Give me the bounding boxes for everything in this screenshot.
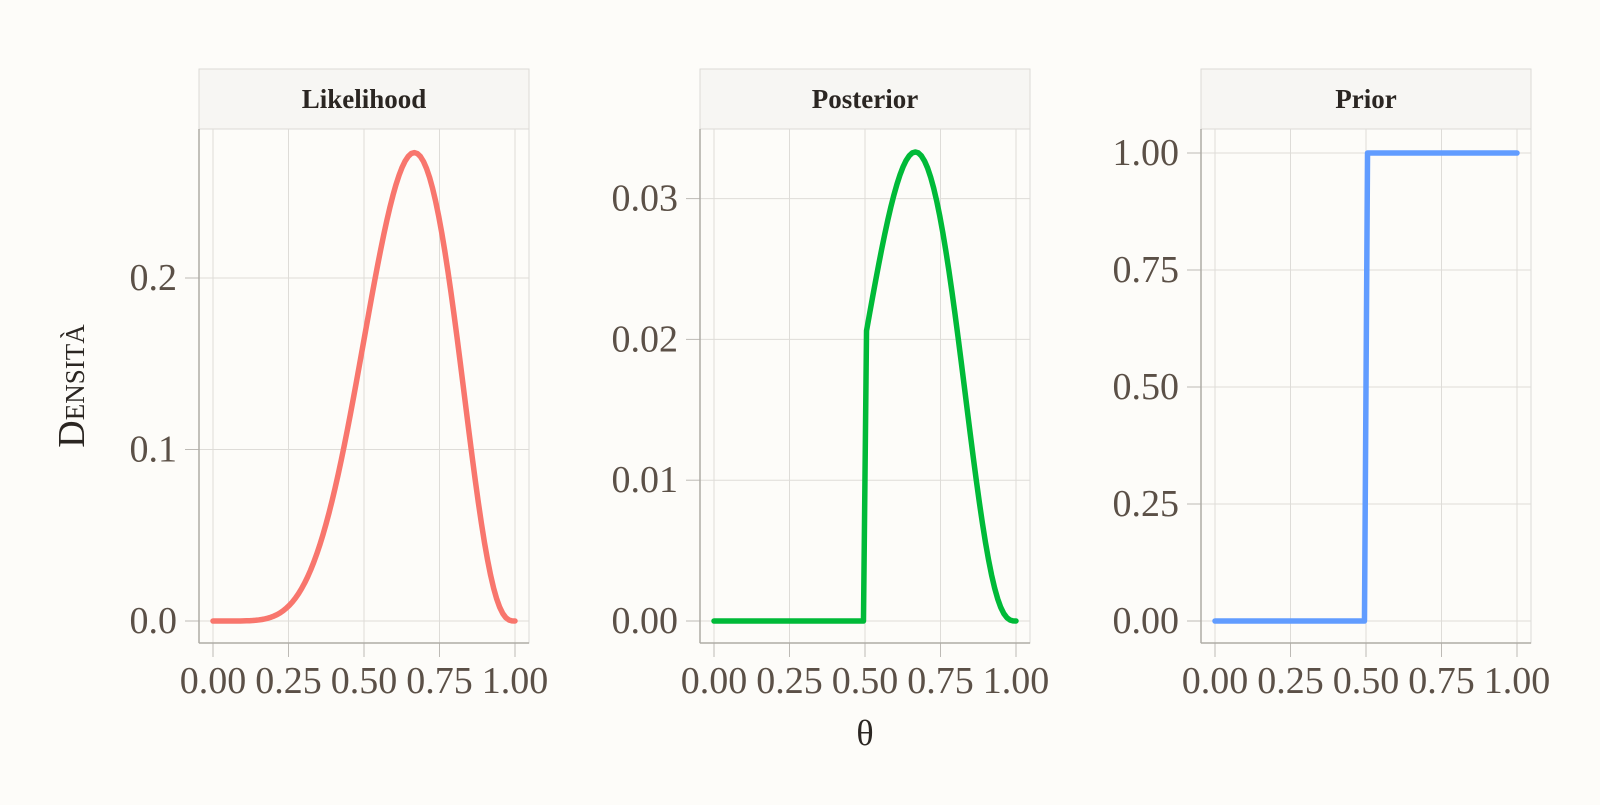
x-tick-label: 1.00 bbox=[1484, 660, 1551, 702]
panel-likelihood: Likelihood 0.00 0.25 0.50 0.75 1.00 0.0 0.1 0.2 bbox=[130, 68, 549, 702]
y-tick-label: 0.01 bbox=[612, 459, 679, 501]
facet-strip bbox=[1200, 68, 1532, 130]
prior-curve bbox=[1212, 150, 1520, 624]
facet-title: Likelihood bbox=[302, 84, 427, 114]
posterior-curve bbox=[711, 149, 1019, 624]
x-tick-label: 0.50 bbox=[1333, 660, 1400, 702]
x-tick-label: 0.25 bbox=[255, 660, 322, 702]
y-tick-label: 1.00 bbox=[1113, 132, 1180, 174]
x-tick-label: 0.50 bbox=[331, 660, 398, 702]
x-axis-title: θ bbox=[856, 713, 873, 753]
y-tick-label: 0.00 bbox=[1113, 600, 1180, 642]
y-tick-label: 0.03 bbox=[612, 178, 679, 220]
y-axis-title: Densità bbox=[51, 324, 93, 448]
facet-title: Posterior bbox=[812, 84, 918, 114]
x-tick-label: 0.00 bbox=[1182, 660, 1249, 702]
x-tick-label: 0.75 bbox=[1408, 660, 1475, 702]
x-tick-label: 0.75 bbox=[907, 660, 974, 702]
y-tick-label: 0.0 bbox=[130, 600, 178, 642]
y-tick-label: 0.25 bbox=[1113, 483, 1180, 525]
x-tick-label: 0.25 bbox=[756, 660, 823, 702]
facet-strip bbox=[198, 68, 530, 130]
y-tick-label: 0.75 bbox=[1113, 249, 1180, 291]
x-tick-label: 0.75 bbox=[406, 660, 473, 702]
y-tick-label: 0.1 bbox=[130, 429, 178, 471]
x-tick-label: 1.00 bbox=[482, 660, 549, 702]
y-tick-label: 0.2 bbox=[130, 257, 178, 299]
x-tick-label: 0.25 bbox=[1257, 660, 1324, 702]
x-tick-label: 0.50 bbox=[832, 660, 899, 702]
y-tick-label: 0.50 bbox=[1113, 366, 1180, 408]
x-tick-label: 0.00 bbox=[180, 660, 247, 702]
x-tick-label: 0.00 bbox=[681, 660, 748, 702]
y-tick-label: 0.02 bbox=[612, 318, 679, 360]
facet-title: Prior bbox=[1335, 84, 1396, 114]
likelihood-curve bbox=[210, 149, 518, 624]
x-tick-label: 1.00 bbox=[983, 660, 1050, 702]
y-tick-label: 0.00 bbox=[612, 600, 679, 642]
